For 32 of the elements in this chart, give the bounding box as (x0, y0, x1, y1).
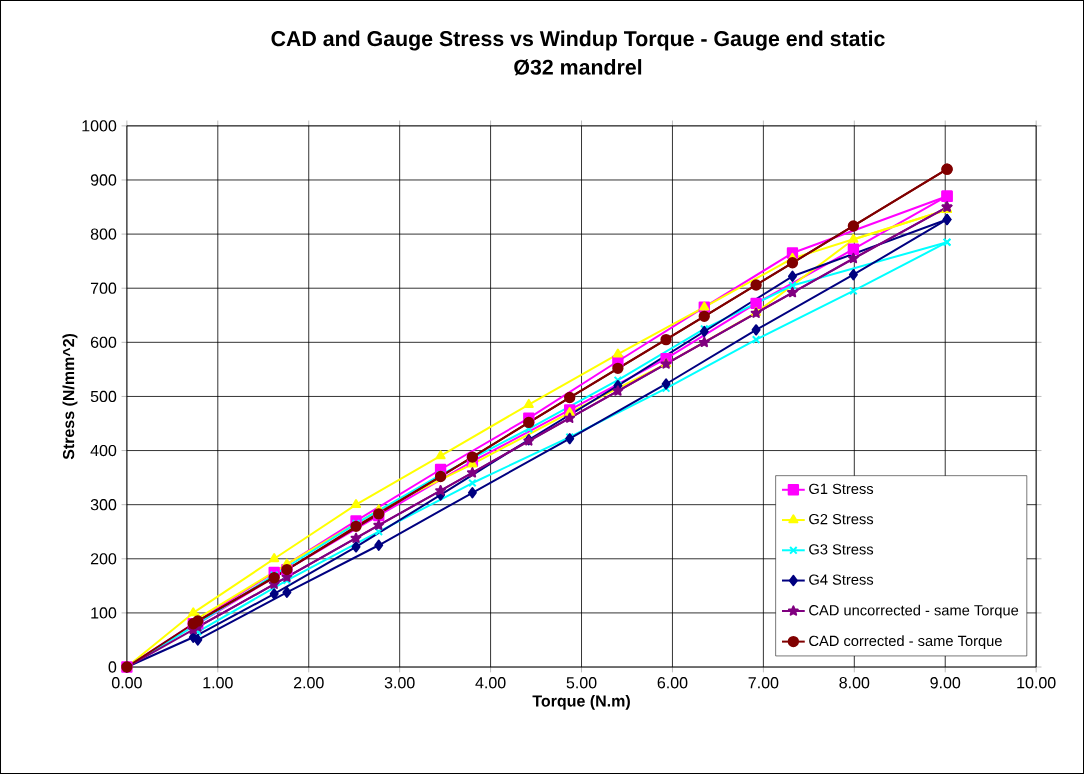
x-tick-label: 8.00 (839, 677, 870, 689)
x-tick-label: 1.00 (203, 677, 233, 689)
legend-label: CAD uncorrected - same Torque (809, 604, 1019, 619)
y-tick-label: 400 (90, 444, 117, 457)
x-tick-label: 2.00 (293, 677, 324, 689)
chart-subtitle: Ø32 mandrel (514, 59, 642, 76)
y-axis-title: Stress (N/mm^2) (62, 333, 78, 460)
y-tick-label: 100 (91, 607, 117, 619)
chart-title: CAD and Gauge Stress vs Windup Torque - Gauge end static (271, 30, 885, 51)
x-tick-label: 7.00 (748, 677, 779, 689)
y-tick-label: 1000 (82, 120, 117, 132)
legend-label: G3 Stress (809, 544, 874, 555)
x-tick-label: 4.00 (475, 677, 506, 689)
x-tick-label: 3.00 (384, 677, 415, 689)
legend-label: G4 Stress (809, 574, 874, 585)
x-axis-title: Torque (N.m) (532, 694, 630, 710)
y-tick-label: 900 (90, 174, 117, 186)
legend-label: CAD corrected - same Torque (809, 635, 1002, 650)
x-tick-label: 5.00 (566, 677, 597, 689)
x-tick-label: 9.00 (930, 677, 961, 689)
y-tick-label: 700 (90, 282, 117, 294)
legend-label: G2 Stress (809, 513, 874, 525)
x-tick-label: 0.00 (111, 677, 142, 689)
y-tick-label: 800 (90, 228, 117, 240)
x-tick-label: 6.00 (657, 677, 688, 689)
legend-label: G1 Stress (809, 483, 874, 495)
y-tick-label: 500 (90, 390, 117, 403)
y-tick-label: 300 (90, 499, 117, 511)
x-tick-label: 10.00 (1017, 677, 1056, 689)
y-tick-label: 200 (90, 553, 117, 565)
y-tick-label: 0 (108, 661, 117, 673)
y-tick-label: 600 (90, 336, 117, 349)
